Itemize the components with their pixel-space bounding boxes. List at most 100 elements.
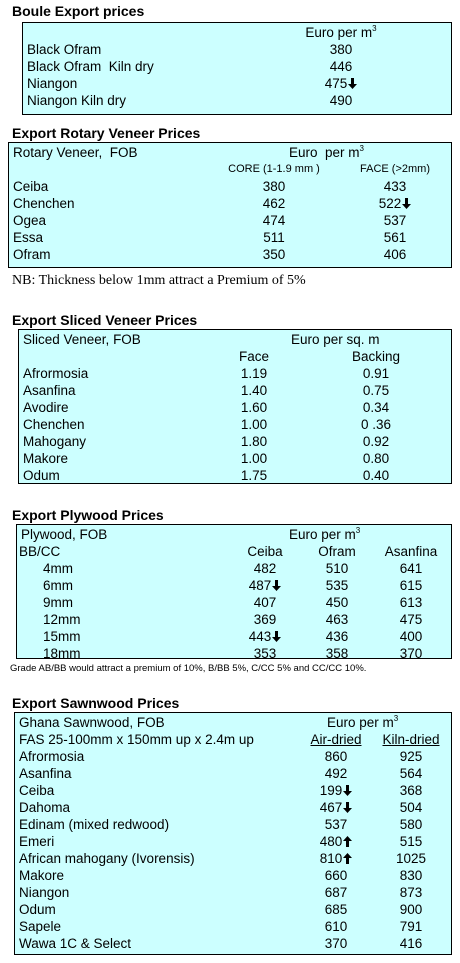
cell: 0.40	[362, 468, 390, 483]
cell: 353	[253, 646, 277, 661]
cell: 4mm	[43, 561, 73, 576]
price-box: Sliced Veneer, FOB Euro per sq. m Face Bac…	[18, 329, 452, 484]
cell: Asanfina	[19, 766, 72, 781]
arrow-down	[272, 580, 282, 591]
cell: 1.60	[240, 400, 268, 415]
column-header: Air-dried	[310, 732, 362, 747]
cell: 199	[297, 782, 375, 799]
cell: Makore	[23, 451, 69, 466]
text: 3	[372, 24, 377, 33]
text: Euro per m	[305, 25, 373, 40]
cell: 0.91	[362, 366, 390, 381]
price-table: Sliced Veneer, FOB Euro per sq. m Face Bac…	[19, 331, 451, 484]
cell: 6mm	[43, 578, 73, 593]
cell: Niangon	[19, 885, 70, 900]
cell: 564	[399, 766, 423, 781]
cell: 370	[399, 646, 423, 661]
cell: 475	[399, 612, 423, 627]
price-table: Euro per m3 Black Ofram 380 Black Ofram K…	[23, 24, 451, 109]
cell: 482	[253, 561, 277, 576]
cell: 873	[399, 885, 423, 900]
cell: 462	[262, 196, 286, 211]
cell: 443	[229, 628, 301, 645]
note: NB: Thickness below 1mm attract a Premiu…	[12, 273, 306, 288]
cell: 474	[262, 213, 286, 228]
cell: Afrormosia	[19, 749, 85, 764]
cell: 463	[325, 612, 349, 627]
cell: 687	[324, 885, 348, 900]
column-header: Asanfina	[384, 544, 438, 559]
cell: African mahogany (Ivorensis)	[19, 851, 195, 866]
cell: Chenchen	[23, 417, 85, 432]
column-header: Face	[238, 349, 269, 364]
cell: Odum	[19, 902, 56, 917]
arrow-down	[272, 631, 282, 642]
section-title: Export Plywood Prices	[12, 507, 164, 523]
cell: Mahogany	[23, 434, 87, 449]
arrow-up	[343, 836, 353, 847]
cell: 370	[324, 936, 348, 951]
text: 3	[393, 714, 399, 723]
cell: Emeri	[19, 834, 55, 849]
price-box: Ghana Sawnwood, FOB Euro per m3 FAS 25-10…	[14, 712, 452, 955]
cell: 537	[324, 817, 348, 832]
cell: 791	[399, 919, 423, 934]
cell: 1.00	[240, 451, 268, 466]
price-box: Euro per m3 Black Ofram 380 Black Ofram K…	[22, 22, 452, 115]
cell: 380	[262, 179, 286, 194]
cell: 400	[399, 629, 423, 644]
cell: 0.80	[362, 451, 390, 466]
cell: Afrormosia	[23, 366, 89, 381]
column-header: FACE (>2mm)	[360, 163, 430, 175]
cell: Ceiba	[13, 179, 49, 194]
unit-header: Euro per sq. m	[291, 332, 380, 347]
section-title: Boule Export prices	[12, 3, 145, 19]
cell: 613	[399, 595, 423, 610]
cell: 900	[399, 902, 423, 917]
cell: 480	[297, 833, 375, 850]
cell: Makore	[19, 868, 65, 883]
text: 487	[248, 578, 272, 593]
cell: 446	[329, 59, 353, 74]
column-header: Ofram	[318, 544, 356, 559]
cell: 610	[324, 919, 348, 934]
cell: 511	[263, 230, 285, 245]
cell: 615	[399, 578, 423, 593]
cell: 358	[325, 646, 349, 661]
cell: Odum	[23, 468, 60, 483]
cell: 450	[325, 595, 349, 610]
cell: Ofram	[13, 247, 51, 262]
text: 480	[319, 834, 343, 849]
cell: Avodire	[23, 400, 69, 415]
cell: 580	[399, 817, 423, 832]
cell: BB/CC	[19, 544, 61, 559]
text: 810	[319, 851, 343, 866]
text: Euro per m	[327, 715, 394, 730]
cell: 487	[229, 577, 301, 594]
arrow-down	[343, 785, 353, 796]
text: 443	[248, 629, 272, 644]
column-header: Backing	[351, 349, 401, 364]
cell: 1.19	[240, 366, 268, 381]
cell: FAS 25-100mm x 150mm up x 2.4m up	[19, 732, 254, 747]
cell: Dahoma	[19, 800, 71, 815]
column-header: Kiln-dried	[382, 732, 440, 747]
cell: Ogea	[13, 213, 47, 228]
cell: 15mm	[43, 629, 81, 644]
cell: Black Ofram Kiln dry	[27, 59, 154, 74]
cell: 925	[399, 749, 423, 764]
cell: 641	[399, 561, 423, 576]
text: 467	[319, 800, 343, 815]
cell: Black Ofram	[27, 42, 102, 57]
cell: 535	[325, 578, 349, 593]
cell: Sapele	[19, 919, 62, 934]
cell: 492	[324, 766, 348, 781]
section-title: Export Sliced Veneer Prices	[12, 312, 198, 328]
section-title: Export Sawnwood Prices	[12, 695, 180, 711]
cell: 1.80	[240, 434, 268, 449]
cell: 467	[297, 799, 375, 816]
cell: 0.92	[362, 434, 390, 449]
cell: Rotary Veneer, FOB	[13, 145, 138, 160]
price-table: Plywood, FOB Euro per m3 BB/CC Ceiba Ofram A…	[17, 526, 449, 662]
cell: 537	[383, 213, 407, 228]
